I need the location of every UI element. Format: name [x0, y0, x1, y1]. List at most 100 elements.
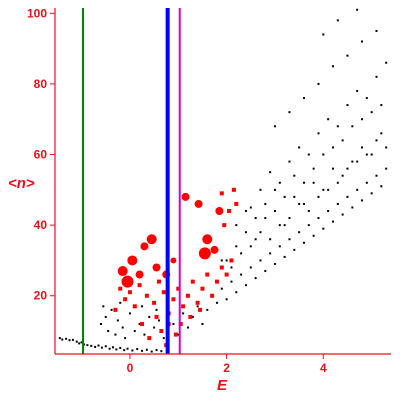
series-1-point-13: [210, 245, 219, 254]
series-0-point-101: [302, 202, 305, 205]
series-1-point-12: [202, 234, 213, 245]
series-0-point-124: [385, 61, 388, 64]
series-1-point-15: [113, 307, 118, 312]
series-0-point-31: [110, 308, 113, 311]
series-0-point-97: [264, 217, 267, 220]
series-1-point-50: [173, 332, 178, 337]
series-0-point-59: [225, 298, 228, 301]
series-0-point-169: [380, 104, 383, 107]
series-0-point-109: [380, 132, 383, 135]
series-0-point-104: [331, 167, 334, 170]
series-1-point-1: [121, 275, 134, 288]
series-1-point-37: [224, 272, 229, 277]
series-0-point-37: [133, 330, 136, 333]
series-0-point-41: [153, 326, 156, 329]
series-0-point-139: [249, 245, 252, 248]
series-0-point-83: [341, 213, 344, 216]
series-0-point-81: [331, 220, 334, 223]
series-0-point-32: [114, 333, 117, 336]
series-1-point-9: [181, 192, 190, 201]
series-0-point-4: [71, 338, 74, 341]
series-0-point-35: [124, 337, 127, 340]
series-1-point-8: [170, 257, 177, 264]
series-1-point-35: [214, 279, 219, 284]
series-0-point-30: [107, 330, 110, 333]
series-0-point-113: [278, 181, 281, 184]
series-0-point-28: [99, 322, 102, 325]
series-0-point-91: [380, 185, 383, 188]
series-1-point-34: [210, 293, 215, 298]
series-1-point-18: [127, 290, 132, 295]
series-0-point-73: [293, 248, 296, 251]
series-0-point-22: [136, 348, 139, 351]
series-layer: [58, 8, 388, 353]
series-0-point-50: [182, 312, 185, 315]
series-0-point-65: [254, 277, 257, 280]
series-1-point-44: [154, 314, 159, 319]
series-0-point-163: [322, 153, 325, 156]
series-1-point-4: [140, 242, 149, 251]
series-0-point-100: [293, 195, 296, 198]
series-0-point-0: [58, 337, 61, 340]
series-0-point-162: [312, 167, 315, 170]
series-0-point-40: [148, 315, 151, 318]
series-1-point-28: [181, 304, 186, 309]
series-1-point-14: [215, 207, 224, 216]
vline-layer: [82, 8, 181, 354]
series-1-point-0: [117, 266, 128, 277]
series-0-point-84: [346, 195, 349, 198]
series-0-point-132: [375, 29, 378, 32]
series-0-point-140: [259, 231, 262, 234]
series-0-point-78: [317, 217, 320, 220]
series-0-point-69: [273, 262, 276, 265]
series-0-point-94: [235, 245, 238, 248]
series-0-point-23: [141, 349, 144, 352]
series-0-point-77: [312, 234, 315, 237]
series-0-point-64: [249, 266, 252, 269]
series-0-point-80: [327, 210, 330, 213]
series-0-point-158: [273, 188, 276, 191]
series-0-point-108: [370, 153, 373, 156]
series-0-point-16: [112, 346, 115, 349]
series-0-point-36: [128, 312, 131, 315]
series-0-point-110: [249, 206, 252, 209]
series-0-point-156: [254, 217, 257, 220]
series-0-point-144: [298, 202, 301, 205]
series-0-point-51: [186, 326, 189, 329]
series-0-point-87: [360, 199, 363, 202]
series-0-point-121: [356, 89, 359, 92]
series-0-point-62: [240, 273, 243, 276]
series-0-point-122: [365, 97, 368, 100]
series-0-point-5: [75, 340, 78, 343]
series-0-point-52: [191, 315, 194, 318]
series-0-point-20: [126, 347, 129, 350]
series-0-point-42: [157, 319, 160, 322]
x-tick-label-0: 0: [127, 361, 134, 375]
series-0-point-99: [283, 224, 286, 227]
series-0-point-3: [68, 339, 71, 342]
series-0-point-149: [346, 167, 349, 170]
series-0-point-134: [336, 19, 339, 22]
series-0-point-157: [264, 202, 267, 205]
series-0-point-119: [336, 125, 339, 128]
series-0-point-138: [240, 252, 243, 255]
series-0-point-129: [331, 65, 334, 68]
series-0-point-117: [317, 132, 320, 135]
series-1-point-10: [194, 199, 203, 208]
series-0-point-74: [298, 231, 301, 234]
series-0-point-63: [244, 284, 247, 287]
series-0-point-33: [116, 319, 119, 322]
series-0-point-27: [160, 350, 163, 353]
series-0-point-58: [220, 287, 223, 290]
series-0-point-14: [104, 345, 107, 348]
tick-layer: 0 2 4 20 40 60 80 100: [27, 6, 327, 375]
y-tick-label-3: 80: [34, 77, 48, 91]
series-0-point-86: [356, 188, 359, 191]
series-1-point-51: [147, 336, 152, 341]
series-0-point-165: [341, 139, 344, 142]
series-0-point-44: [102, 305, 105, 308]
series-0-point-146: [317, 195, 320, 198]
series-0-point-148: [336, 181, 339, 184]
series-0-point-106: [351, 160, 354, 163]
series-0-point-135: [356, 8, 359, 11]
